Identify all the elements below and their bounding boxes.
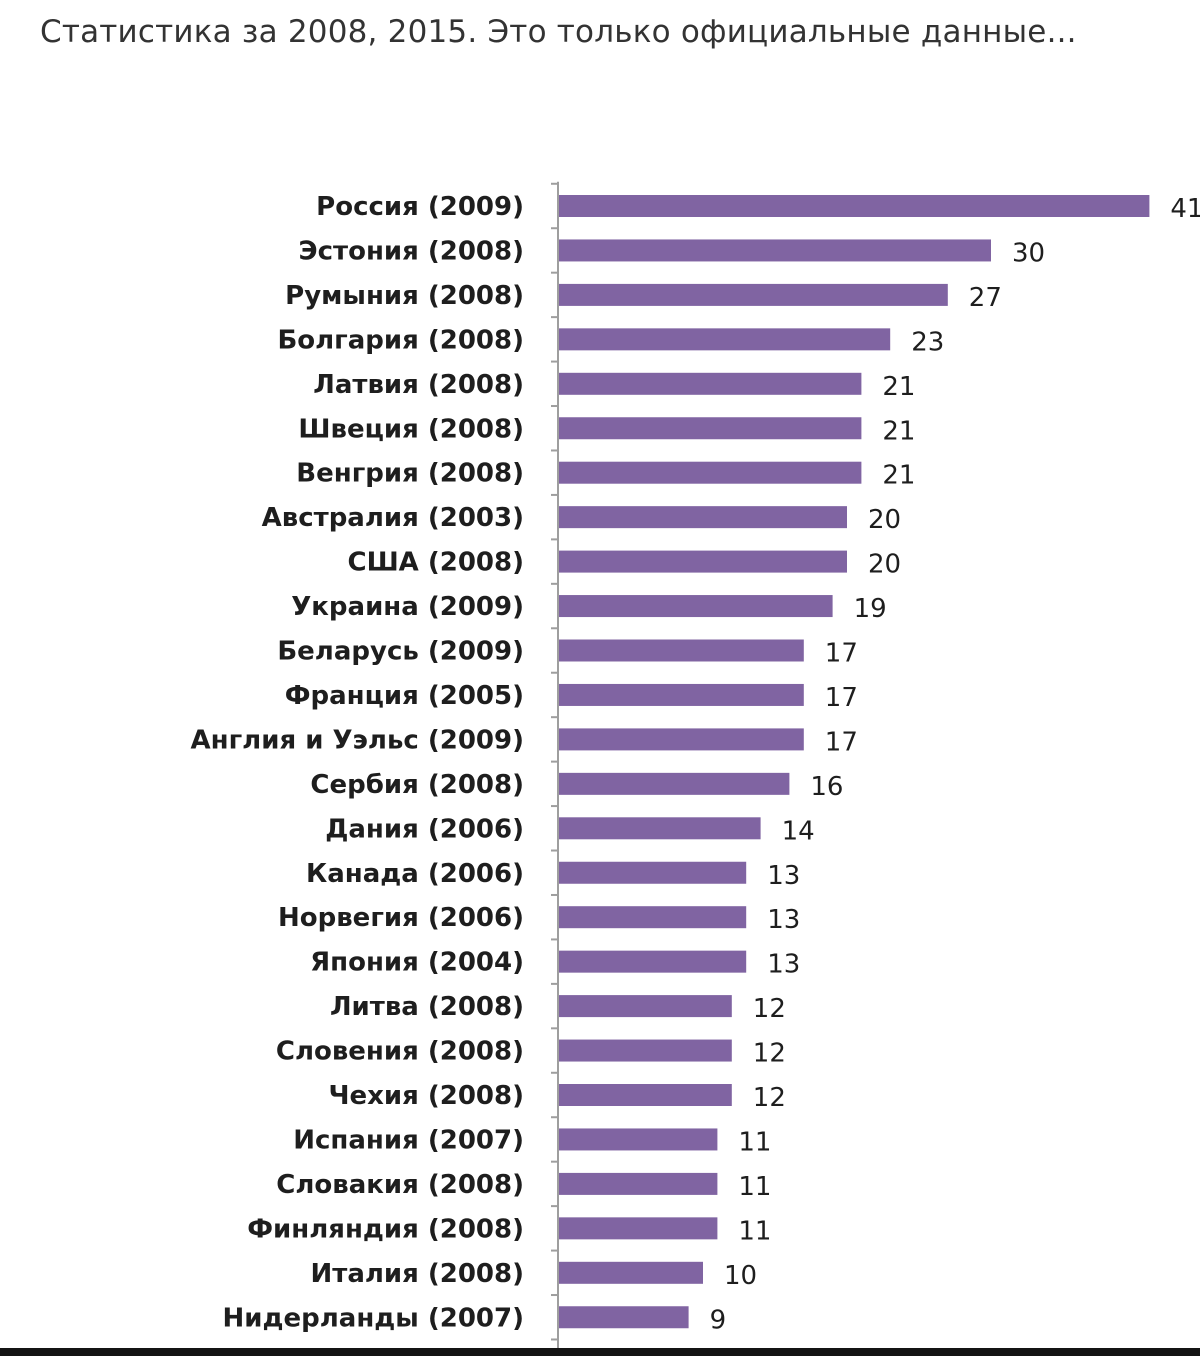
bar [559, 861, 747, 884]
category-label: Англия и Уэльс (2009) [191, 725, 524, 755]
category-label: Франция (2005) [285, 681, 524, 711]
value-label: 23 [911, 327, 944, 357]
value-label: 20 [868, 505, 901, 535]
category-label: Болгария (2008) [277, 325, 524, 355]
category-label: Япония (2004) [310, 948, 524, 978]
bar [559, 550, 847, 573]
bar [559, 283, 948, 306]
value-labels: 41 30 27 23 21 21 21 20 20 19 17 17 17 16 14 13 13 13 12 12… [710, 194, 1200, 1335]
bar [559, 1306, 689, 1329]
value-label: 21 [882, 461, 915, 491]
category-label: Словения (2008) [276, 1037, 524, 1067]
category-label: Украина (2009) [291, 592, 524, 622]
category-label: Финляндия (2008) [247, 1214, 524, 1244]
bar [559, 1172, 718, 1195]
category-label: Италия (2008) [310, 1259, 524, 1289]
bar [559, 1217, 718, 1240]
value-label: 13 [767, 905, 800, 935]
category-label: Словакия (2008) [276, 1170, 524, 1200]
value-label: 12 [753, 1083, 786, 1113]
bar [559, 239, 991, 262]
value-label: 30 [1012, 238, 1045, 268]
value-label: 9 [710, 1305, 727, 1335]
bar [559, 506, 847, 529]
category-label: Дания (2006) [325, 814, 524, 844]
category-label: Литва (2008) [330, 992, 524, 1022]
category-label: Сербия (2008) [310, 770, 524, 800]
value-label: 10 [724, 1261, 757, 1291]
category-label: Нидерланды (2007) [223, 1303, 524, 1333]
value-label: 20 [868, 550, 901, 580]
category-label: Чехия (2008) [328, 1081, 524, 1111]
value-label: 17 [825, 683, 858, 713]
bar [559, 772, 790, 795]
value-label: 21 [882, 372, 915, 402]
bar [559, 195, 1150, 217]
category-label: Норвегия (2006) [278, 903, 524, 933]
bar [559, 1261, 703, 1284]
category-label: Венгрия (2008) [296, 459, 524, 489]
bar [559, 995, 732, 1018]
bar [559, 328, 891, 351]
value-label: 41 [1170, 194, 1200, 224]
category-label: Россия (2009) [316, 192, 524, 222]
bar [559, 1084, 732, 1106]
value-label: 19 [854, 594, 887, 624]
value-label: 17 [825, 639, 858, 669]
screen-bottom-edge [0, 1348, 1200, 1356]
bar [559, 1039, 732, 1062]
value-label: 13 [767, 950, 800, 980]
value-label: 16 [810, 772, 843, 802]
value-label: 21 [882, 416, 915, 446]
bar [559, 1128, 718, 1151]
bar [559, 461, 862, 484]
bar [559, 683, 804, 706]
value-label: 27 [969, 283, 1002, 313]
category-axis [551, 181, 559, 1356]
value-label: 11 [738, 1172, 771, 1202]
value-label: 11 [738, 1127, 771, 1157]
value-label: 13 [767, 861, 800, 891]
category-label: Испания (2007) [293, 1125, 524, 1155]
bar [559, 817, 761, 840]
category-labels: Россия (2009) Эстония (2008) Румыния (2008… [191, 192, 524, 1333]
value-label: 12 [753, 1039, 786, 1069]
value-label: 11 [738, 1216, 771, 1246]
bar [559, 950, 747, 973]
bar [559, 728, 804, 751]
bar [559, 417, 862, 440]
category-label: Латвия (2008) [313, 370, 524, 400]
post-caption: Статистика за 2008, 2015. Это только офи… [40, 14, 1077, 50]
category-label: Швеция (2008) [298, 414, 524, 444]
category-label: Эстония (2008) [299, 236, 524, 266]
bar [559, 595, 833, 618]
bar [559, 639, 804, 662]
bar [559, 906, 747, 929]
value-label: 17 [825, 727, 858, 757]
bars [559, 195, 1150, 1329]
category-label: США (2008) [347, 548, 524, 578]
bar [559, 372, 862, 395]
value-label: 12 [753, 994, 786, 1024]
category-label: Беларусь (2009) [277, 637, 524, 667]
category-label: Австралия (2003) [262, 503, 524, 533]
category-label: Румыния (2008) [285, 281, 524, 311]
category-label: Канада (2006) [306, 859, 524, 889]
value-label: 14 [782, 816, 815, 846]
